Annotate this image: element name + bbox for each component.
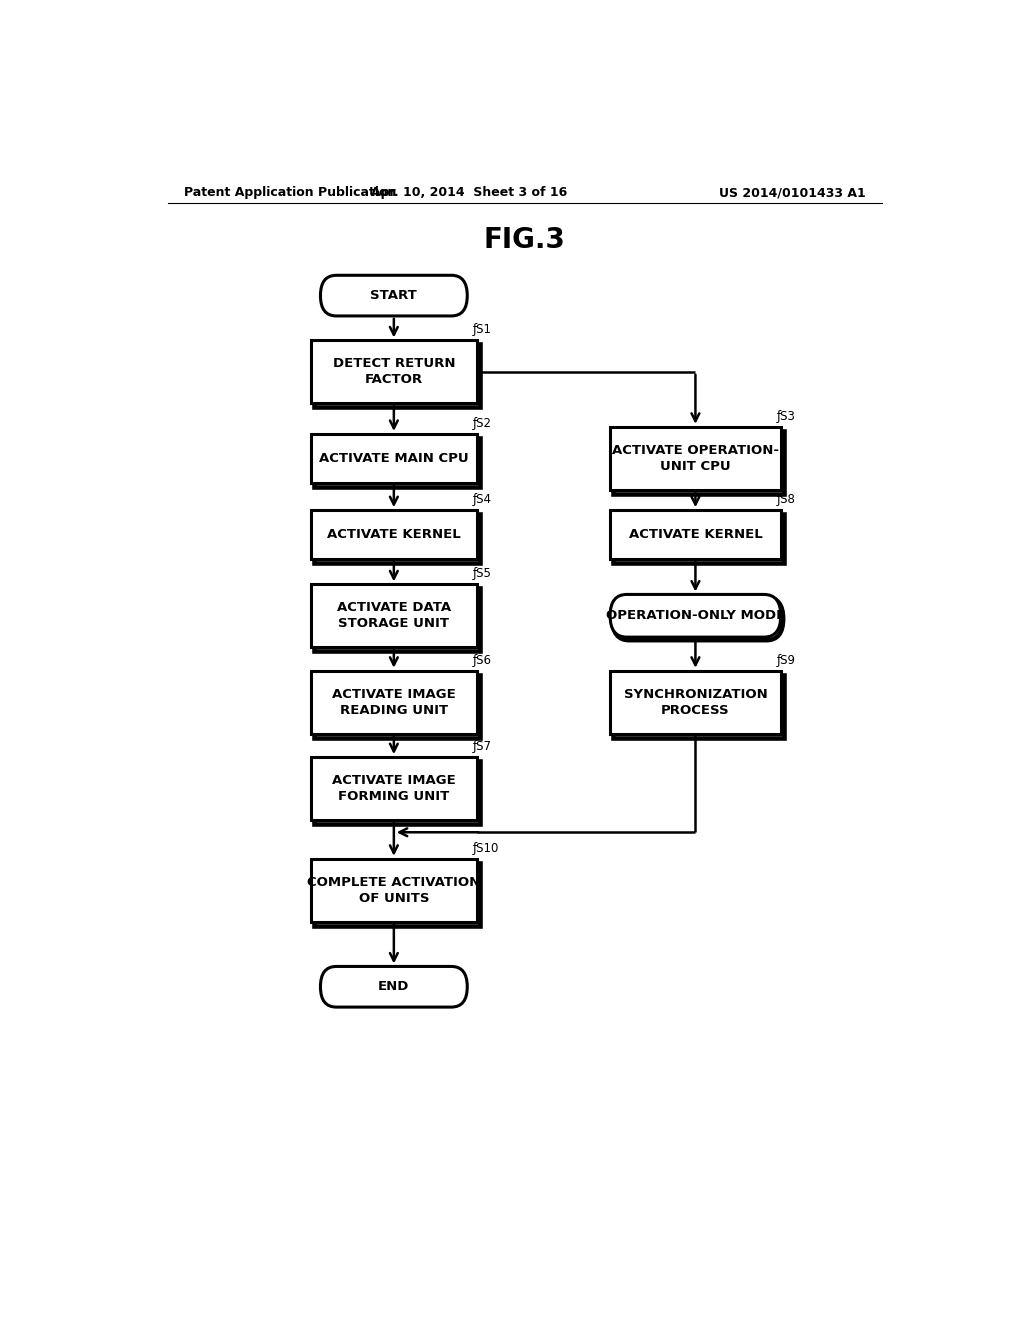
FancyBboxPatch shape	[313, 345, 480, 408]
FancyBboxPatch shape	[613, 430, 784, 494]
FancyBboxPatch shape	[313, 863, 480, 925]
Text: ACTIVATE KERNEL: ACTIVATE KERNEL	[327, 528, 461, 541]
FancyBboxPatch shape	[613, 515, 784, 562]
FancyBboxPatch shape	[313, 675, 480, 738]
FancyBboxPatch shape	[313, 438, 480, 487]
FancyBboxPatch shape	[321, 966, 467, 1007]
Text: END: END	[378, 981, 410, 993]
FancyBboxPatch shape	[613, 675, 784, 738]
Text: ƒS1: ƒS1	[473, 323, 493, 337]
Text: ACTIVATE IMAGE
READING UNIT: ACTIVATE IMAGE READING UNIT	[332, 688, 456, 717]
Text: ƒS8: ƒS8	[777, 492, 796, 506]
Text: ƒS9: ƒS9	[777, 653, 796, 667]
Text: ƒS4: ƒS4	[473, 492, 493, 506]
FancyBboxPatch shape	[313, 762, 480, 824]
FancyBboxPatch shape	[610, 594, 780, 638]
Text: FIG.3: FIG.3	[484, 226, 565, 253]
Text: START: START	[371, 289, 417, 302]
Text: Patent Application Publication: Patent Application Publication	[183, 186, 396, 199]
Text: ƒS3: ƒS3	[777, 409, 796, 422]
Text: SYNCHRONIZATION
PROCESS: SYNCHRONIZATION PROCESS	[624, 688, 767, 717]
Text: ACTIVATE KERNEL: ACTIVATE KERNEL	[629, 528, 762, 541]
Text: COMPLETE ACTIVATION
OF UNITS: COMPLETE ACTIVATION OF UNITS	[307, 875, 480, 904]
Text: ƒS7: ƒS7	[473, 741, 493, 752]
Text: ACTIVATE OPERATION-
UNIT CPU: ACTIVATE OPERATION- UNIT CPU	[612, 444, 779, 473]
FancyBboxPatch shape	[310, 341, 477, 404]
FancyBboxPatch shape	[612, 598, 783, 640]
FancyBboxPatch shape	[310, 859, 477, 921]
Text: DETECT RETURN
FACTOR: DETECT RETURN FACTOR	[333, 358, 455, 387]
FancyBboxPatch shape	[310, 434, 477, 483]
Text: ƒS5: ƒS5	[473, 568, 493, 581]
Text: ACTIVATE DATA
STORAGE UNIT: ACTIVATE DATA STORAGE UNIT	[337, 602, 451, 630]
FancyBboxPatch shape	[310, 758, 477, 820]
FancyBboxPatch shape	[310, 585, 477, 647]
Text: ƒS10: ƒS10	[473, 842, 500, 854]
Text: Apr. 10, 2014  Sheet 3 of 16: Apr. 10, 2014 Sheet 3 of 16	[371, 186, 567, 199]
Text: ƒS2: ƒS2	[473, 417, 493, 430]
Text: ACTIVATE IMAGE
FORMING UNIT: ACTIVATE IMAGE FORMING UNIT	[332, 774, 456, 803]
Text: ƒS6: ƒS6	[473, 653, 493, 667]
Text: US 2014/0101433 A1: US 2014/0101433 A1	[719, 186, 866, 199]
Text: ACTIVATE MAIN CPU: ACTIVATE MAIN CPU	[319, 451, 469, 465]
FancyBboxPatch shape	[310, 510, 477, 558]
FancyBboxPatch shape	[313, 515, 480, 562]
FancyBboxPatch shape	[610, 510, 780, 558]
FancyBboxPatch shape	[310, 671, 477, 734]
FancyBboxPatch shape	[610, 426, 780, 490]
FancyBboxPatch shape	[321, 276, 467, 315]
FancyBboxPatch shape	[313, 589, 480, 651]
Text: OPERATION-ONLY MODE: OPERATION-ONLY MODE	[606, 610, 785, 622]
FancyBboxPatch shape	[610, 671, 780, 734]
